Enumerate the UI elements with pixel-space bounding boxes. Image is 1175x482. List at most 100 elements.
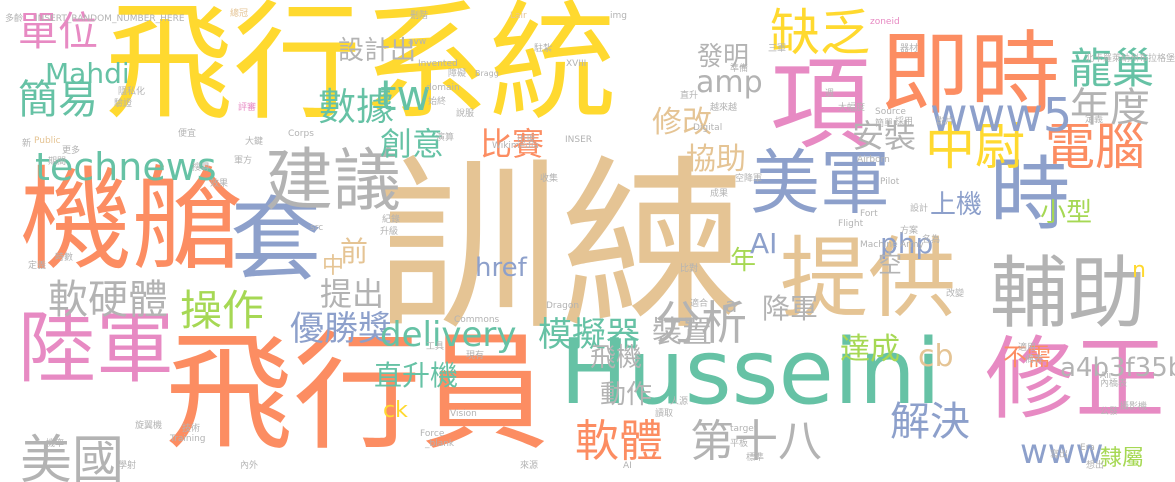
word-cloud-word: 機艙 <box>20 156 244 286</box>
word-cloud-word: a <box>725 293 738 317</box>
word-cloud-word: 定義 <box>1085 115 1104 125</box>
word-cloud-word: 公發 <box>1100 407 1119 417</box>
word-cloud-word: Airborn <box>857 155 890 165</box>
word-cloud-word: 便宜 <box>178 129 197 139</box>
word-cloud-word: 輔助 <box>990 249 1147 339</box>
word-cloud-word: www5 <box>930 88 1073 142</box>
word-cloud-word: Source <box>875 107 906 117</box>
word-cloud-word: 陸軍 <box>18 304 175 394</box>
word-cloud-word: 紀錄 <box>382 215 401 225</box>
word-cloud-word: 攝影機 <box>1120 402 1148 412</box>
word-cloud-word: 中 <box>322 254 345 279</box>
word-cloud-word: 前 <box>340 235 369 268</box>
word-cloud-word: 搜尋 <box>192 163 211 173</box>
word-cloud-word: 機率 <box>46 439 65 449</box>
word-cloud-word: 讀取 <box>655 409 674 419</box>
word-cloud-word: 解決 <box>890 399 970 445</box>
word-cloud-word: 備表 <box>1025 355 1044 365</box>
word-cloud-word: cb <box>918 339 954 374</box>
word-cloud-word: 直升機 <box>374 359 459 392</box>
word-cloud-word: 電腦 <box>1045 118 1145 176</box>
word-cloud-word: 時 <box>990 148 1070 241</box>
word-cloud-word: 出現 <box>517 135 536 145</box>
word-cloud-word: 創意 <box>380 125 445 163</box>
word-cloud-word: 提供 <box>780 227 957 330</box>
word-cloud-word: 軟體 <box>575 416 663 467</box>
word-cloud-word: 發明 <box>697 42 750 72</box>
word-cloud-word: 項 <box>770 46 870 163</box>
word-cloud-word: 想出 <box>1086 461 1105 471</box>
word-cloud-word: 時數 <box>55 253 74 263</box>
word-cloud-word: XVIII <box>566 59 587 69</box>
word-cloud-word: 方案 <box>900 226 919 236</box>
word-cloud-word: 說服 <box>456 109 475 119</box>
word-cloud-word: 技術 <box>182 424 201 434</box>
word-cloud-word: 來源 <box>520 461 539 471</box>
word-cloud-word: 空降軍 <box>735 174 763 184</box>
word-cloud-word: 隱私化 <box>118 87 146 97</box>
word-cloud-word: 平板 <box>730 439 749 449</box>
word-cloud-word: 期間 <box>48 157 67 167</box>
word-cloud-word: 人源 <box>670 397 689 407</box>
word-cloud-word: 比賽 <box>480 125 545 163</box>
word-cloud-word: Force <box>420 429 445 439</box>
word-cloud-word: 單位 <box>18 9 98 55</box>
word-cloud-word: 年度 <box>1070 85 1150 131</box>
word-cloud-word: 飛行員 <box>165 319 550 468</box>
word-cloud-word: Corps <box>288 129 314 139</box>
word-cloud-word: 小型 <box>1040 198 1093 228</box>
word-cloud-word: 簡單 <box>875 119 894 129</box>
word-cloud-word: 成果 <box>710 189 729 199</box>
word-cloud-word: Vision <box>450 409 477 419</box>
word-cloud-word: 模擬器 <box>538 315 640 355</box>
word-cloud-word: 標準 <box>746 453 765 463</box>
word-cloud-word: 動作 <box>600 380 653 410</box>
word-cloud-word: 驗證 <box>114 99 133 109</box>
word-cloud-word: 適用 <box>1018 343 1037 353</box>
word-cloud-word: 美軍 <box>750 142 890 224</box>
word-cloud-word: 適合 <box>690 299 709 309</box>
word-cloud-word: 障礙 <box>448 69 467 79</box>
word-cloud-word: php <box>880 227 934 260</box>
word-cloud-word: Mahdi <box>45 57 130 90</box>
word-cloud-word: 降軍 <box>762 292 819 325</box>
word-cloud-word: Bragg <box>475 69 499 78</box>
word-cloud-word: 工具 <box>426 342 445 352</box>
word-cloud-word: 改變 <box>946 289 965 299</box>
word-cloud-word: src <box>310 223 324 233</box>
word-cloud-word: INSERT_RANDOM_NUMBER_HERE <box>35 14 185 24</box>
word-cloud-word: 訓練 <box>375 139 745 355</box>
word-cloud-word: 隸屬 <box>1100 446 1145 471</box>
word-cloud-word: 美國 <box>20 431 125 482</box>
word-cloud-word: 大幅度 <box>838 103 866 113</box>
word-cloud-word: Lair <box>510 11 527 21</box>
word-cloud-word: 數據 <box>318 85 395 129</box>
word-cloud-word: 越來越 <box>710 103 738 113</box>
word-cloud-word: 直升 <box>680 91 699 101</box>
word-cloud-word: 升級 <box>380 227 399 237</box>
word-cloud-word: Pilot <box>880 177 900 187</box>
word-cloud-word: a4b3f35b <box>1060 353 1175 383</box>
word-cloud-word: Invented <box>418 59 458 69</box>
word-cloud-word: 始終 <box>428 97 447 107</box>
word-cloud-word: Husseini <box>560 320 941 425</box>
word-cloud-word: 安裝 <box>852 117 917 155</box>
word-cloud-word: 現有 <box>466 351 485 361</box>
word-cloud-word: 上機 <box>930 190 983 220</box>
word-cloud-word: n <box>1132 258 1146 283</box>
word-cloud-word: 學射 <box>118 461 137 471</box>
word-cloud-word: ck <box>383 398 408 423</box>
word-cloud-word: 效果 <box>210 179 229 189</box>
word-cloud-word: 協助 <box>686 142 746 177</box>
word-cloud-word: delivery <box>380 315 517 355</box>
word-cloud-word: 龍巢 <box>1070 44 1155 93</box>
word-cloud-word: 駐紮 <box>534 44 553 54</box>
word-cloud-word: www <box>1020 432 1104 472</box>
word-cloud-word: 大鍵 <box>245 137 264 147</box>
word-cloud-word: 三軍 <box>768 44 787 54</box>
word-cloud-word: 缺乏 <box>770 4 870 62</box>
word-cloud-word: 更多 <box>62 146 81 156</box>
word-cloud-word: Commons <box>454 315 500 325</box>
word-cloud-word: Digital <box>693 123 723 133</box>
word-cloud-word: Air <box>1100 371 1113 381</box>
